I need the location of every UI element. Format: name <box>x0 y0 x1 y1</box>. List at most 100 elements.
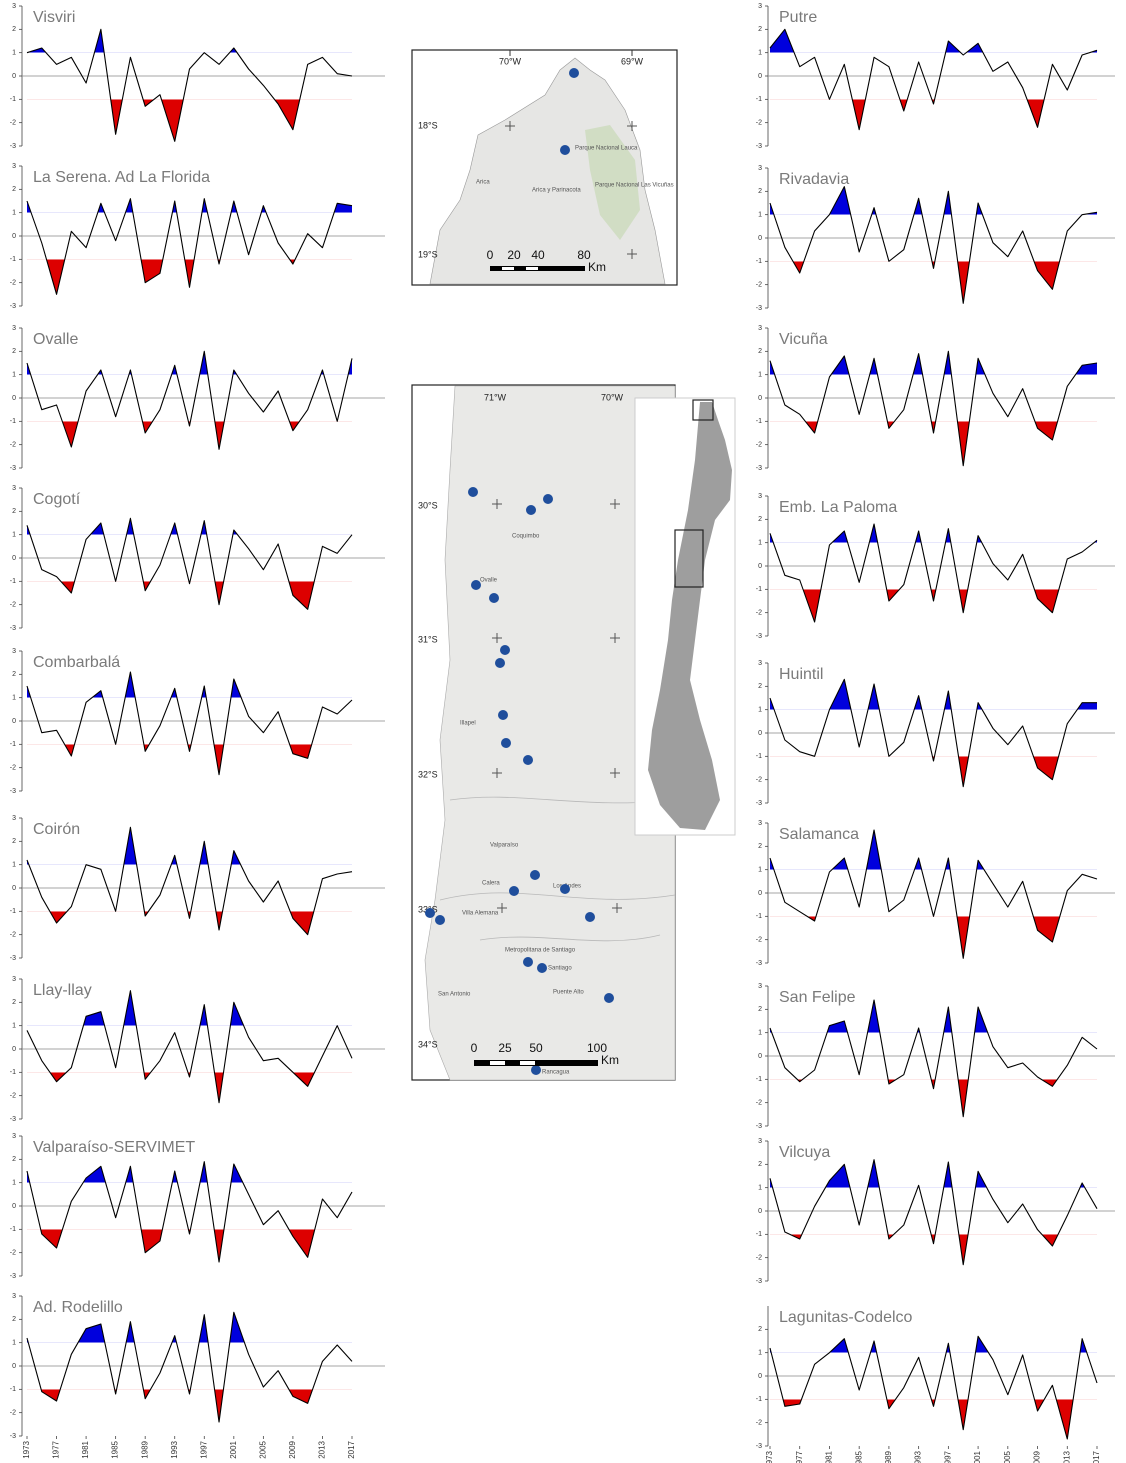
y-tick-label: 2 <box>758 1006 762 1013</box>
y-tick-label: 0 <box>758 73 762 80</box>
y-tick-label: -2 <box>10 442 16 449</box>
place-label: Rancagua <box>542 1070 570 1076</box>
anomaly-fill <box>27 1162 352 1262</box>
y-tick-label: 1 <box>12 532 16 539</box>
anomaly-fill <box>27 351 352 449</box>
x-tick-label: 977 <box>795 1450 804 1463</box>
y-tick-label: -3 <box>756 1123 762 1130</box>
y-tick-label: -1 <box>756 753 762 760</box>
anomaly-fill <box>770 1336 1097 1439</box>
place-label: Santiago <box>548 966 572 972</box>
y-tick-label: 3 <box>758 983 762 990</box>
y-tick-label: 3 <box>758 820 762 827</box>
station <box>530 870 540 880</box>
y-tick-label: -2 <box>756 1100 762 1107</box>
y-tick-label: -1 <box>10 418 16 425</box>
y-tick-label: -1 <box>10 256 16 263</box>
place-label: San Antonio <box>438 992 471 998</box>
y-tick-label: 2 <box>758 26 762 33</box>
y-tick-label: 0 <box>12 718 16 725</box>
panel-title: Vicuña <box>779 331 828 348</box>
north-map: 70°W 69°W 18°S 19°S Arica Parque Naciona… <box>412 50 677 285</box>
lat-label: 34°S <box>418 1039 438 1049</box>
panel-title: Ovalle <box>33 331 78 348</box>
x-tick-label: 013 <box>1062 1450 1071 1463</box>
x-tick-label: 997 <box>943 1450 952 1463</box>
y-tick-label: -2 <box>10 280 16 287</box>
anomaly-fill <box>27 672 352 775</box>
scale-label: 0 <box>471 1041 478 1055</box>
lat-label: 31°S <box>418 634 438 644</box>
y-tick-label: -1 <box>10 96 16 103</box>
y-tick-label: 2 <box>12 348 16 355</box>
series-line <box>770 351 1097 465</box>
y-tick-label: -3 <box>756 960 762 967</box>
series-line <box>770 187 1097 304</box>
y-tick-label: -2 <box>756 610 762 617</box>
station <box>471 580 481 590</box>
lat-label: 19°S <box>418 249 438 259</box>
panel-title: Cogotí <box>33 491 81 508</box>
anomaly-fill <box>770 351 1097 465</box>
station <box>569 68 579 78</box>
series-line <box>27 1312 352 1422</box>
anomaly-fill <box>27 199 352 295</box>
y-tick-label: 3 <box>758 1138 762 1145</box>
panel-title: Putre <box>779 9 817 26</box>
x-tick-label: 005 <box>1003 1450 1012 1463</box>
station <box>509 886 519 896</box>
x-tick-label: 2005 <box>258 1440 267 1458</box>
x-tick-label: 993 <box>914 1450 923 1463</box>
panel: -3-2-1012Lagunitas-Codelco97397798198598… <box>756 1306 1115 1463</box>
y-tick-label: 3 <box>12 3 16 10</box>
place-label: Calera <box>482 881 500 887</box>
lon-label: 71°W <box>484 392 507 402</box>
lat-label: 18°S <box>418 120 438 130</box>
y-tick-label: 0 <box>12 555 16 562</box>
y-tick-label: 2 <box>758 1326 762 1333</box>
y-tick-label: -2 <box>756 1420 762 1427</box>
y-tick-label: 0 <box>12 1203 16 1210</box>
scale-label: 40 <box>531 248 545 262</box>
y-tick-label: -3 <box>756 305 762 312</box>
x-tick-label: 1989 <box>140 1440 149 1458</box>
y-tick-label: 0 <box>12 395 16 402</box>
panel: -3-2-10123Huintil <box>756 660 1115 807</box>
x-tick-label: 1985 <box>111 1440 120 1458</box>
panel: -3-2-10123Putre <box>756 3 1115 150</box>
panel: -3-2-10123San Felipe <box>756 983 1115 1130</box>
y-tick-label: -3 <box>756 633 762 640</box>
y-tick-label: 0 <box>758 890 762 897</box>
lat-label: 30°S <box>418 500 438 510</box>
y-tick-label: -2 <box>10 1250 16 1257</box>
y-tick-label: -1 <box>756 913 762 920</box>
scale-bar <box>490 1061 505 1065</box>
x-tick-label: 973 <box>765 1450 774 1463</box>
y-tick-label: -3 <box>756 143 762 150</box>
y-tick-label: -3 <box>756 1278 762 1285</box>
anomaly-fill <box>27 991 352 1103</box>
series-line <box>27 672 352 775</box>
x-tick-label: 985 <box>854 1450 863 1463</box>
place-label: Arica y Parinacota <box>532 188 581 194</box>
y-tick-label: -1 <box>756 1396 762 1403</box>
series-line <box>770 1336 1097 1439</box>
anomaly-fill <box>770 1160 1097 1265</box>
station <box>537 963 547 973</box>
y-tick-label: -2 <box>10 932 16 939</box>
x-tick-label: 1993 <box>170 1440 179 1458</box>
x-tick-label: 1981 <box>81 1440 90 1458</box>
y-tick-label: 3 <box>12 1293 16 1300</box>
y-tick-label: -1 <box>756 258 762 265</box>
anomaly-fill <box>27 991 352 1103</box>
y-tick-label: 2 <box>758 843 762 850</box>
y-tick-label: 1 <box>758 1030 762 1037</box>
y-tick-label: -3 <box>756 1443 762 1450</box>
y-tick-label: 1 <box>12 372 16 379</box>
y-tick-label: 0 <box>12 885 16 892</box>
place-label: Coquimbo <box>512 534 540 540</box>
